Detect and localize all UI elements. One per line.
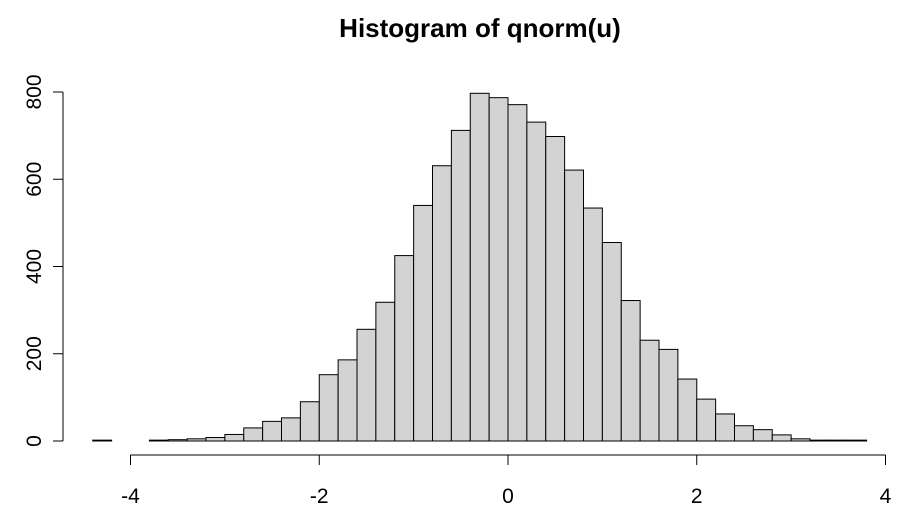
histogram-bar — [752, 429, 773, 442]
x-tick-label: -4 — [121, 485, 140, 508]
histogram-bar — [299, 401, 320, 442]
histogram-bar — [696, 398, 717, 442]
histogram-bar — [771, 434, 792, 442]
histogram-bar — [375, 301, 396, 442]
histogram-bar — [639, 339, 660, 442]
histogram-bar — [318, 374, 339, 442]
histogram-bar — [828, 439, 849, 442]
histogram-bar — [601, 242, 622, 442]
histogram-bar — [677, 378, 698, 442]
histogram-bar — [847, 439, 868, 442]
histogram-bar — [281, 417, 301, 442]
x-tick-label: -2 — [310, 485, 329, 508]
y-tick-label: 0 — [23, 435, 46, 447]
y-tick-label: 200 — [23, 336, 46, 371]
x-tick-label: 4 — [880, 485, 892, 508]
histogram-bar — [148, 439, 169, 442]
histogram-bar — [92, 439, 113, 442]
histogram-bar — [658, 348, 679, 442]
x-tick-label: 0 — [502, 485, 514, 508]
histogram-bar — [243, 427, 264, 442]
histogram-bar — [620, 300, 641, 442]
histogram-bar — [545, 136, 566, 442]
histogram-bar — [809, 439, 830, 442]
histogram-bar — [488, 97, 509, 442]
histogram-bar — [734, 425, 754, 442]
histogram-bar — [432, 165, 452, 442]
y-axis: 0 200 400 600 800 — [23, 74, 64, 447]
histogram-bar — [262, 420, 283, 442]
histogram-bar — [356, 328, 377, 442]
y-tick-label: 600 — [23, 162, 46, 197]
histogram-bar — [469, 92, 490, 442]
x-axis: -4 -2 0 2 4 — [121, 454, 892, 508]
y-tick-label: 400 — [23, 249, 46, 284]
histogram-bar — [224, 433, 245, 442]
histogram-bar — [790, 438, 811, 442]
histogram-bar — [205, 437, 226, 442]
histogram-bar — [394, 255, 415, 442]
histogram-bar — [167, 439, 188, 442]
histogram-bar — [186, 438, 207, 442]
histogram-bars — [92, 92, 868, 442]
histogram-bar — [526, 121, 547, 442]
histogram-bar — [564, 169, 585, 442]
x-tick-label: 2 — [691, 485, 703, 508]
y-tick-label: 800 — [23, 74, 46, 109]
histogram-bar — [583, 207, 603, 442]
histogram-bar — [413, 204, 434, 442]
histogram-bar — [507, 104, 528, 442]
histogram-bar — [337, 359, 358, 442]
histogram-bar — [450, 129, 471, 442]
histogram-bar — [715, 413, 736, 442]
chart-title: Histogram of qnorm(u) — [339, 13, 621, 43]
